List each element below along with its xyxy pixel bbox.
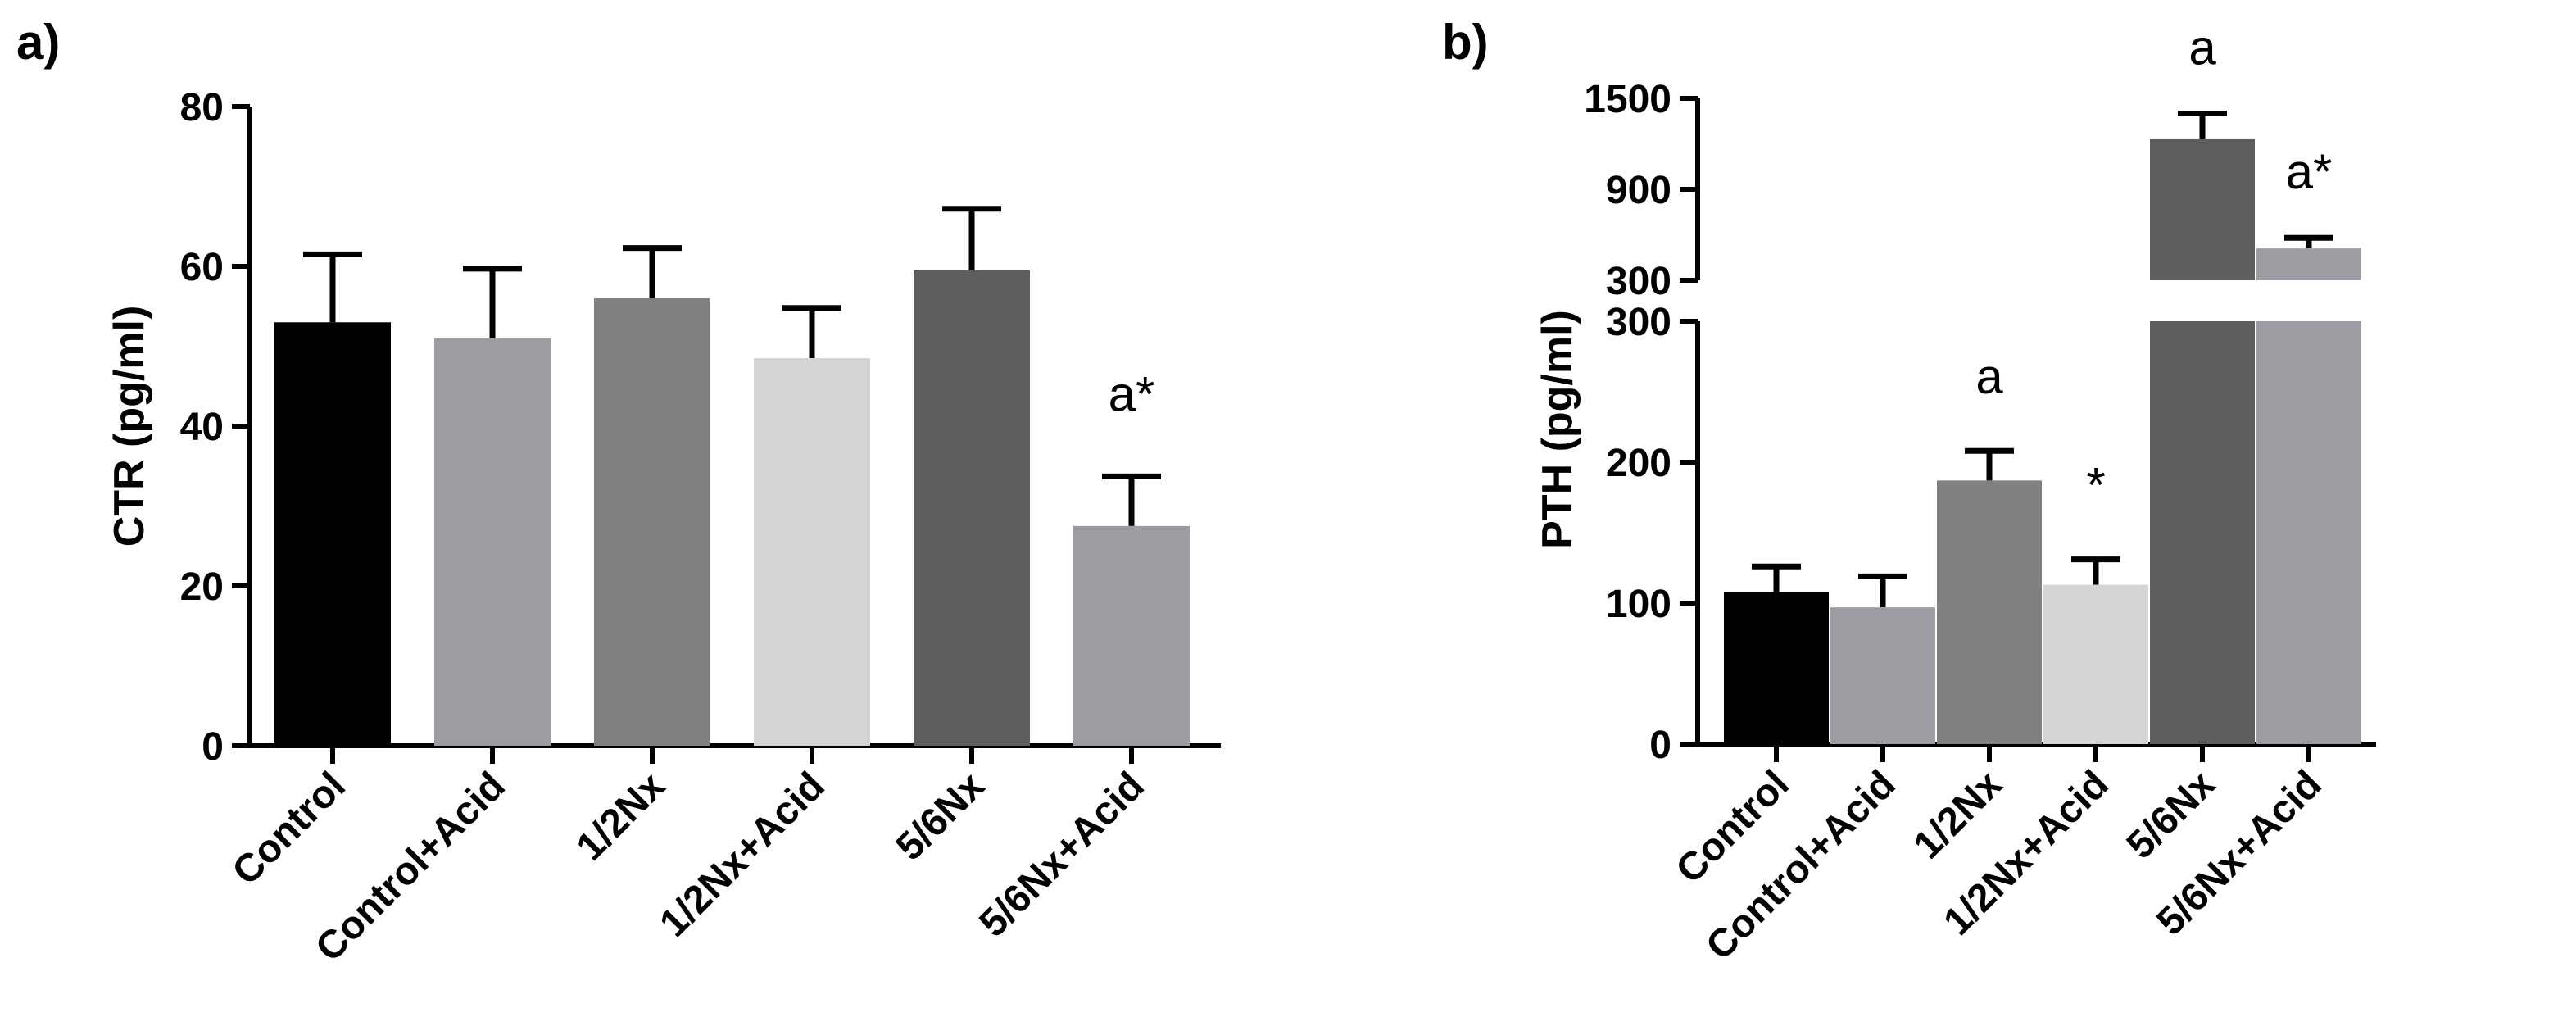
y-tick-label-a: 60 bbox=[180, 246, 224, 289]
x-tick-label-a: 5/6Nx+Acid bbox=[971, 764, 1152, 945]
bar-a bbox=[434, 338, 551, 746]
significance-label-b: a bbox=[1975, 349, 2003, 404]
x-tick-label-a: 1/2Nx bbox=[569, 764, 673, 869]
significance-label-b: * bbox=[2086, 458, 2105, 513]
significance-label-a: a* bbox=[1109, 366, 1155, 421]
panel-b: b) 300 900 1500 0 100 200 300 PTH (pg/ml) Control… bbox=[1442, 15, 2376, 969]
significance-label-b: a bbox=[2188, 20, 2216, 75]
x-tick-label-b: 1/2Nx bbox=[1906, 762, 2011, 867]
panel-label-b: b) bbox=[1442, 15, 1489, 70]
y-tick-label-upper-b: 900 bbox=[1606, 169, 1671, 212]
y-axis-label-b: PTH (pg/ml) bbox=[1534, 310, 1581, 549]
bar-b bbox=[2256, 248, 2361, 280]
bar-b bbox=[2043, 584, 2148, 744]
x-tick-label-a: 1/2Nx+Acid bbox=[651, 764, 832, 945]
y-tick-label-lower-b: 100 bbox=[1606, 583, 1671, 626]
y-tick-label-a: 0 bbox=[202, 725, 224, 769]
bar-b bbox=[2256, 321, 2361, 744]
bar-b bbox=[1830, 607, 1935, 744]
bar-a bbox=[594, 298, 710, 746]
bar-a bbox=[754, 358, 870, 746]
y-tick-label-a: 20 bbox=[180, 565, 224, 609]
bar-a bbox=[274, 322, 391, 746]
panel-label-a: a) bbox=[16, 15, 60, 70]
x-tick-label-a: 5/6Nx bbox=[888, 764, 993, 869]
y-tick-label-a: 40 bbox=[180, 406, 224, 449]
y-tick-label-lower-b: 200 bbox=[1606, 442, 1671, 485]
bar-a bbox=[914, 270, 1030, 746]
x-tick-label-b: Control+Acid bbox=[1698, 762, 1903, 968]
significance-label-b: a* bbox=[2286, 144, 2333, 199]
bar-b bbox=[1937, 480, 2042, 744]
y-tick-label-upper-b: 300 bbox=[1606, 260, 1671, 303]
y-tick-label-lower-b: 0 bbox=[1649, 724, 1671, 767]
y-tick-label-a: 80 bbox=[180, 86, 224, 129]
bar-a bbox=[1073, 525, 1190, 746]
bar-b bbox=[2150, 138, 2255, 280]
bar-b bbox=[2150, 321, 2255, 744]
y-tick-label-lower-b: 300 bbox=[1606, 301, 1671, 344]
y-axis-label-a: CTR (pg/ml) bbox=[106, 306, 153, 547]
x-tick-label-a: Control bbox=[224, 764, 354, 893]
bar-b bbox=[1724, 592, 1829, 744]
y-tick-label-upper-b: 1500 bbox=[1584, 78, 1671, 121]
x-tick-label-b: 5/6Nx bbox=[2119, 762, 2224, 867]
